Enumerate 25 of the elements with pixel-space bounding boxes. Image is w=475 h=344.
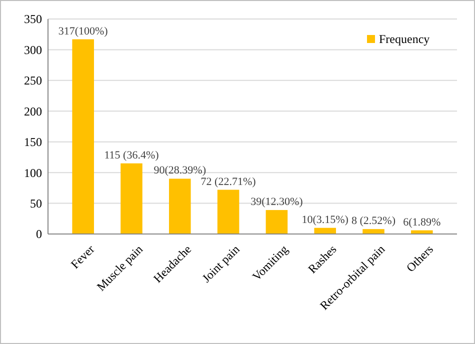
bar: [72, 39, 94, 234]
y-tick-label: 0: [36, 227, 42, 242]
data-label: 39(12.30%): [250, 196, 304, 208]
data-label: 90(28.39%): [154, 164, 206, 177]
x-tick-label: Joint pain: [199, 242, 242, 286]
data-label: 8 (2.52%): [352, 215, 396, 228]
legend-label: Frequency: [379, 32, 430, 46]
bar: [120, 163, 142, 234]
bar: [362, 229, 384, 234]
bar: [266, 210, 288, 234]
y-tick-label: 300: [24, 42, 42, 57]
bar: [169, 178, 191, 234]
y-tick-label: 250: [24, 74, 42, 88]
y-tick-label: 50: [30, 196, 42, 210]
data-label: 10(3.15%): [302, 214, 349, 226]
y-tick-label: 200: [24, 104, 42, 118]
y-tick-label: 100: [24, 166, 42, 180]
bar: [217, 190, 240, 234]
bar: [314, 228, 336, 234]
y-tick-label: 350: [24, 12, 42, 26]
data-label: 317(100%): [58, 25, 108, 38]
y-tick-label: 150: [24, 135, 42, 150]
data-label: 72 (22.71%): [200, 176, 256, 188]
data-label: 6(1.89%: [403, 216, 441, 228]
data-label: 115 (36.4%): [104, 149, 160, 162]
